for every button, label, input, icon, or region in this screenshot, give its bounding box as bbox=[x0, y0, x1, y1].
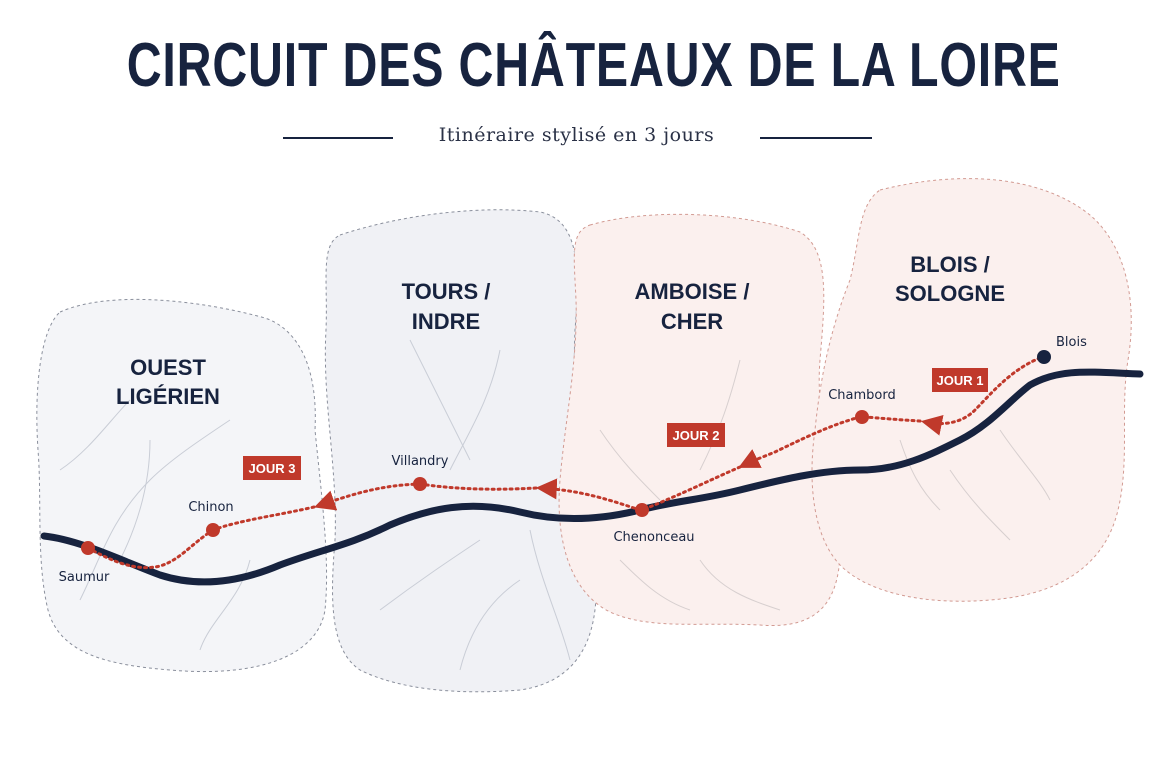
route-jour-1b bbox=[862, 415, 922, 423]
subtitle-rule-right bbox=[760, 137, 872, 139]
city-label-blois: Blois bbox=[1056, 335, 1087, 350]
region-label-ouest-1: OUEST bbox=[130, 355, 206, 380]
region-amboise-cher: AMBOISE / CHER bbox=[558, 213, 841, 627]
region-label-tours-1: TOURS / bbox=[402, 279, 491, 304]
city-marker-chambord bbox=[855, 410, 869, 424]
route-jour-3a bbox=[535, 478, 642, 512]
city-chenonceau[interactable]: Chenonceau bbox=[613, 503, 695, 545]
city-blois[interactable]: Blois bbox=[1037, 335, 1087, 364]
city-marker-villandry bbox=[413, 477, 427, 491]
badge-jour-1: JOUR 1 bbox=[932, 368, 988, 392]
city-label-villandry: Villandry bbox=[392, 454, 449, 469]
badge-jour-3: JOUR 3 bbox=[243, 456, 301, 480]
city-villandry[interactable]: Villandry bbox=[392, 454, 449, 491]
map-subtitle: Itinéraire stylisé en 3 jours bbox=[438, 124, 715, 146]
route-jour-3b bbox=[418, 482, 538, 491]
region-label-amboise-1: AMBOISE / bbox=[635, 279, 750, 304]
city-marker-blois bbox=[1037, 350, 1051, 364]
city-label-chinon: Chinon bbox=[188, 500, 233, 515]
city-label-chenonceau: Chenonceau bbox=[613, 530, 694, 545]
city-label-saumur: Saumur bbox=[59, 570, 110, 585]
loire-river bbox=[40, 368, 1144, 586]
region-tours-indre: TOURS / INDRE bbox=[324, 209, 597, 693]
badge-jour-2-label: JOUR 2 bbox=[673, 428, 720, 443]
subtitle-rule-left bbox=[283, 137, 393, 139]
subtitle-row: Itinéraire stylisé en 3 jours bbox=[0, 122, 1152, 152]
badge-jour-3-label: JOUR 3 bbox=[249, 461, 296, 476]
region-label-tours-2: INDRE bbox=[412, 309, 480, 334]
region-ouest-ligerien: OUEST LIGÉRIEN bbox=[36, 298, 328, 673]
badge-jour-1-label: JOUR 1 bbox=[937, 373, 984, 388]
map-title: CIRCUIT DES CHÂTEAUX DE LA LOIRE bbox=[126, 31, 1061, 100]
route-jour-3c bbox=[314, 482, 422, 511]
route-jour-2 bbox=[738, 415, 862, 468]
city-saumur[interactable]: Saumur bbox=[59, 541, 110, 585]
route-jour-3d bbox=[211, 505, 316, 532]
region-label-blois-1: BLOIS / bbox=[910, 252, 989, 277]
city-chambord[interactable]: Chambord bbox=[828, 388, 896, 424]
region-label-blois-2: SOLOGNE bbox=[895, 281, 1005, 306]
region-label-amboise-2: CHER bbox=[661, 309, 723, 334]
route-jour-2b bbox=[640, 465, 742, 512]
city-marker-chenonceau bbox=[635, 503, 649, 517]
region-label-ouest-2: LIGÉRIEN bbox=[116, 384, 220, 409]
city-label-chambord: Chambord bbox=[828, 388, 896, 403]
badge-jour-2: JOUR 2 bbox=[667, 423, 725, 447]
city-marker-chinon bbox=[206, 523, 220, 537]
route-jour-1 bbox=[920, 356, 1042, 436]
city-marker-saumur bbox=[81, 541, 95, 555]
city-chinon[interactable]: Chinon bbox=[188, 500, 234, 537]
